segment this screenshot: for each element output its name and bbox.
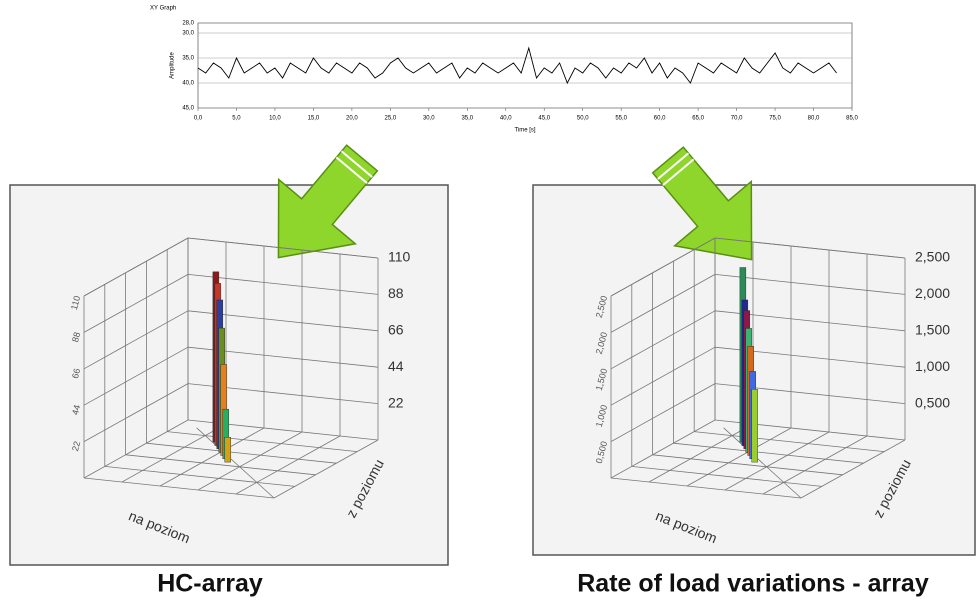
arrow-stripe [657,152,690,180]
x-tick-label: 5,0 [232,116,241,122]
wall-grid-line [610,310,716,370]
y-tick-label: 40,0 [182,81,194,87]
z-tick-label: 0,500 [915,394,950,410]
z-tick-label: 66 [388,322,404,338]
y-tick-label: 35,0 [182,56,194,62]
z-tick-label-mirror: 22 [70,440,82,452]
y-tick-label: 45,0 [182,106,194,112]
caption: HC-array [157,570,263,598]
floor-grid-line [652,454,843,476]
floor-grid-line [167,431,358,452]
floor-grid-line [762,435,868,495]
wall-grid-line [83,346,189,406]
wall-grid-line [83,310,189,370]
wall-grid-line [714,237,906,259]
arrow-shape [277,144,379,259]
left-arrow [277,144,379,259]
wall-grid-line [610,383,716,442]
floor-grid-line [197,431,303,491]
x-tick-label: 10,0 [269,116,281,122]
caption: Rate of load variations - array [577,570,929,598]
diagonal-line [723,427,802,499]
floor-grid-line [83,477,275,499]
z-tick-label-mirror: 110 [69,295,82,311]
floor-grid-line [159,427,265,487]
arrow-shape [651,146,753,261]
x-tick-label: 50,0 [577,116,589,122]
arrow-stripe [340,150,373,178]
x-tick-label: 25,0 [385,116,397,122]
x-tick-label: 35,0 [461,116,473,122]
floor-grid-line [648,423,754,483]
z-tick-label: 1,000 [915,358,950,374]
wall-grid-line [187,274,379,295]
x-tick-label: 70,0 [731,116,743,122]
z-tick-label: 88 [388,285,404,301]
diagonal-line [196,427,275,499]
chart-title: XY Graph [150,6,176,12]
x-tick-label: 60,0 [654,116,666,122]
floor-grid-line [631,466,822,487]
floor-grid-line [610,477,802,499]
wall-grid-line [610,237,716,297]
floor-grid-line [121,423,227,483]
z-tick-label: 22 [388,394,404,410]
x-tick-label: 65,0 [692,116,704,122]
wall-grid-line [187,237,379,259]
x-tick-label: 55,0 [615,116,627,122]
floor-grid-line [800,439,906,499]
floor-grid-line [235,435,341,495]
floor-grid-line [104,466,295,487]
wall-grid-line [83,274,189,333]
wall-grid-line [610,274,716,333]
z-tick-label: 44 [388,358,404,374]
floor-grid-line [686,427,792,487]
x-tick-label: 20,0 [346,116,358,122]
x-tick-label: 45,0 [538,116,550,122]
floor-grid-line [125,454,316,476]
signal-line [197,46,837,85]
z-tick-label: 110 [388,249,411,265]
floor-grid-line [673,442,864,464]
bar [751,389,758,463]
floor-grid-line [610,419,716,479]
x-axis-label: Time [s] [514,128,535,134]
z-tick-label-mirror: 88 [70,331,82,343]
z-tick-label: 1,500 [915,322,950,338]
z-tick-label-mirror: 44 [70,404,82,416]
left-panel [9,184,449,566]
x-tick-label: 85,0 [846,116,858,122]
x-tick-label: 30,0 [423,116,435,122]
right-arrow [651,146,753,261]
x-tick-label: 15,0 [308,116,320,122]
z-tick-label-mirror: 66 [70,367,82,379]
x-tick-label: 75,0 [769,116,781,122]
floor-grid-line [724,431,830,491]
floor-grid-line [694,431,885,452]
wall-grid-line [83,237,189,297]
bar [224,437,231,463]
wall-grid-line [83,383,189,442]
wall-grid-line [610,346,716,406]
floor-grid-line [83,419,189,479]
x-tick-label: 40,0 [500,116,512,122]
y-tick-label: 28,0 [182,21,194,27]
y-tick-label: 30,0 [182,31,194,37]
floor-grid-line [146,442,337,464]
x-tick-label: 80,0 [808,116,820,122]
plot-area [197,22,853,109]
floor-grid-line [273,439,379,499]
arrow-stripe [335,156,368,184]
arrow-stripe [662,158,695,186]
wall-grid-line [714,274,906,295]
z-tick-label: 2,500 [915,249,950,265]
y-axis-label: Amplitude [170,52,176,79]
x-tick-label: 0,0 [194,116,203,122]
z-tick-label: 2,000 [915,285,950,301]
